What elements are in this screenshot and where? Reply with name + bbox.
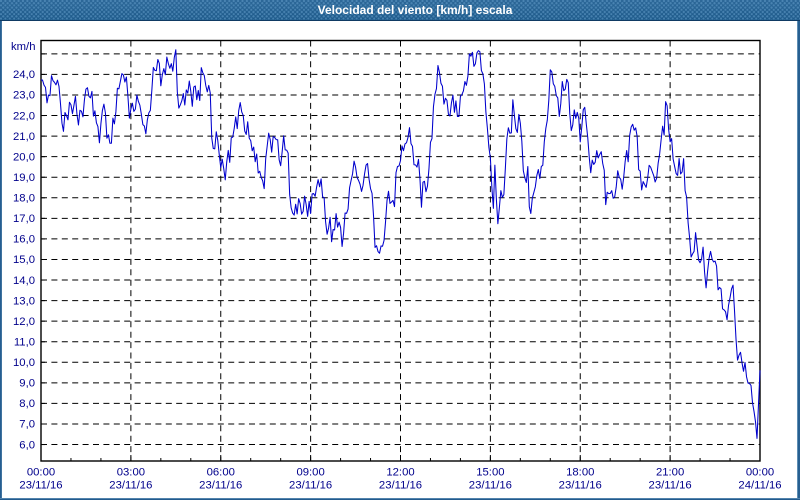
svg-text:21,0: 21,0: [13, 131, 35, 143]
svg-text:03:00: 03:00: [117, 467, 145, 479]
svg-text:16,0: 16,0: [13, 234, 35, 246]
svg-text:12,0: 12,0: [13, 316, 35, 328]
svg-text:23/11/16: 23/11/16: [199, 480, 242, 492]
svg-text:9,0: 9,0: [19, 378, 35, 390]
svg-text:24,0: 24,0: [13, 69, 35, 81]
svg-text:23/11/16: 23/11/16: [289, 480, 332, 492]
svg-text:6,0: 6,0: [19, 439, 35, 451]
svg-text:18:00: 18:00: [566, 467, 594, 479]
svg-text:06:00: 06:00: [207, 467, 235, 479]
svg-text:10,0: 10,0: [13, 357, 35, 369]
svg-text:15,0: 15,0: [13, 254, 35, 266]
svg-text:8,0: 8,0: [19, 398, 35, 410]
svg-text:21:00: 21:00: [656, 467, 684, 479]
svg-text:23/11/16: 23/11/16: [379, 480, 422, 492]
svg-text:19,0: 19,0: [13, 172, 35, 184]
svg-text:17,0: 17,0: [13, 213, 35, 225]
svg-text:23/11/16: 23/11/16: [469, 480, 512, 492]
svg-text:15:00: 15:00: [476, 467, 504, 479]
svg-text:km/h: km/h: [11, 41, 35, 53]
svg-text:23/11/16: 23/11/16: [559, 480, 602, 492]
svg-text:14,0: 14,0: [13, 275, 35, 287]
svg-text:23,0: 23,0: [13, 90, 35, 102]
svg-text:7,0: 7,0: [19, 419, 35, 431]
svg-text:22,0: 22,0: [13, 110, 35, 122]
svg-text:00:00: 00:00: [746, 467, 774, 479]
svg-text:23/11/16: 23/11/16: [109, 480, 152, 492]
svg-text:20,0: 20,0: [13, 151, 35, 163]
svg-text:12:00: 12:00: [386, 467, 414, 479]
svg-text:24/11/16: 24/11/16: [738, 480, 781, 492]
svg-text:11,0: 11,0: [14, 336, 35, 348]
svg-text:23/11/16: 23/11/16: [19, 480, 62, 492]
svg-text:09:00: 09:00: [296, 467, 324, 479]
svg-text:18,0: 18,0: [13, 193, 35, 205]
svg-text:23/11/16: 23/11/16: [649, 480, 692, 492]
svg-text:00:00: 00:00: [27, 467, 55, 479]
svg-text:13,0: 13,0: [13, 295, 35, 307]
